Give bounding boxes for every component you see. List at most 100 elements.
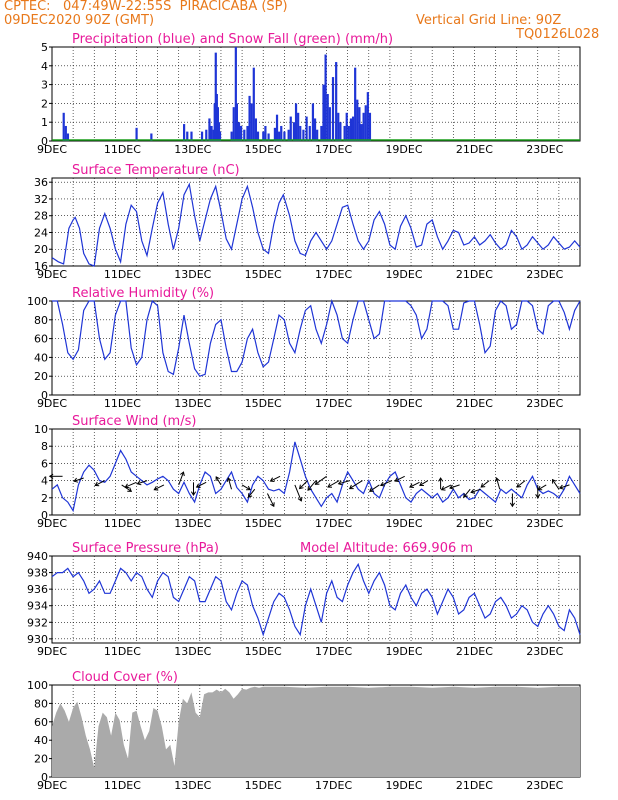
x-tick-label: 17DEC xyxy=(315,779,352,792)
x-tick-label: 23DEC xyxy=(526,397,563,410)
y-tick-label: 930 xyxy=(27,633,48,646)
precip-bar xyxy=(254,118,258,141)
x-tick-label: 15DEC xyxy=(245,397,282,410)
wind-vector xyxy=(463,488,471,498)
x-tick-label: 19DEC xyxy=(385,143,422,156)
wind-vector-head xyxy=(369,487,374,492)
x-tick-label: 23DEC xyxy=(526,268,563,281)
wind-vector xyxy=(154,484,165,491)
x-tick-label: 11DEC xyxy=(104,143,141,156)
wind-vector-head xyxy=(438,477,444,482)
precip-bar xyxy=(62,112,65,141)
wind-vector xyxy=(307,480,317,491)
wind-vector xyxy=(516,480,526,488)
x-tick-label: 11DEC xyxy=(104,397,141,410)
y-tick-label: 8 xyxy=(41,440,48,453)
x-tick-label: 9DEC xyxy=(37,397,67,410)
wind-vector-head xyxy=(337,480,343,486)
y-tick-label: 28 xyxy=(34,210,48,223)
panel-frame xyxy=(51,177,581,267)
wind-vector-head xyxy=(153,486,159,491)
precip-bar xyxy=(362,112,365,141)
wind-vector xyxy=(196,481,207,488)
x-tick-label: 15DEC xyxy=(245,779,282,792)
wind-vector-head xyxy=(195,483,201,488)
wind-vector-head xyxy=(297,496,303,502)
y-tick-label: 32 xyxy=(34,193,48,206)
precip-bar xyxy=(343,125,346,141)
precip-bar xyxy=(322,84,325,141)
y-tick-label: 60 xyxy=(34,716,48,729)
wind-vector xyxy=(299,480,308,489)
precip-bar xyxy=(183,124,186,141)
x-tick-label: 9DEC xyxy=(37,143,67,156)
precip-bar xyxy=(354,67,357,141)
panel-wind: 0 2 4 6 8 10 9DEC 11DEC 13DEC 15DEC 17DEC 19DEC 21DE… xyxy=(34,414,581,530)
y-tick-label: 100 xyxy=(27,679,48,692)
wind-vector-head xyxy=(226,477,232,482)
wind-vector xyxy=(73,477,84,482)
precip-bar xyxy=(368,112,372,141)
wind-line xyxy=(51,441,581,513)
y-tick-label: 4 xyxy=(41,475,48,488)
wind-vector xyxy=(552,479,560,490)
wind-vector-head xyxy=(298,484,304,490)
precip-bar xyxy=(280,125,283,141)
cloud-cover-area xyxy=(52,686,580,777)
x-tick-label: 21DEC xyxy=(456,517,493,530)
x-tick-label: 23DEC xyxy=(526,143,563,156)
x-tick-label: 17DEC xyxy=(315,397,352,410)
x-tick-label: 11DEC xyxy=(104,268,141,281)
precip-bar xyxy=(289,116,292,141)
x-tick-label: 15DEC xyxy=(245,645,282,658)
wind-vector-head xyxy=(494,477,500,482)
wind-vector-head xyxy=(247,493,253,498)
x-tick-label: 17DEC xyxy=(315,268,352,281)
precip-bar xyxy=(246,125,249,141)
precip-bar xyxy=(335,62,338,141)
precip-bar xyxy=(237,122,241,141)
wind-vector-head xyxy=(190,491,197,497)
wind-vector-head xyxy=(124,483,130,489)
y-tick-label: 940 xyxy=(27,550,48,563)
wind-vector xyxy=(270,475,281,482)
precip-bar xyxy=(256,131,260,141)
x-tick-label: 9DEC xyxy=(37,517,67,530)
precip-bar xyxy=(328,107,331,141)
x-tick-label: 21DEC xyxy=(456,397,493,410)
header-model-code: TQ0126L028 xyxy=(516,27,600,42)
wind-vector xyxy=(227,477,233,490)
wind-vector xyxy=(349,480,363,490)
header-source: CPTEC: 047:49W-22:55S PIRACICABA (SP) xyxy=(4,0,288,14)
precip-bar xyxy=(250,103,253,141)
x-tick-label: 15DEC xyxy=(245,143,282,156)
precip-bar xyxy=(347,125,350,141)
y-tick-label: 5 xyxy=(41,41,48,54)
wind-vector xyxy=(537,484,547,491)
x-tick-label: 21DEC xyxy=(456,268,493,281)
x-tick-label: 17DEC xyxy=(315,517,352,530)
panel-title: Surface Wind (m/s) xyxy=(72,414,196,429)
y-tick-label: 20 xyxy=(34,370,48,383)
y-tick-label: 4 xyxy=(41,60,48,73)
x-tick-label: 13DEC xyxy=(174,779,211,792)
y-tick-label: 2 xyxy=(41,492,48,505)
precip-bar xyxy=(360,124,363,141)
precip-bar xyxy=(305,116,308,141)
x-tick-label: 11DEC xyxy=(104,779,141,792)
panel-title: Surface Pressure (hPa) xyxy=(72,541,219,556)
precip-bar xyxy=(186,131,189,141)
wind-vector xyxy=(94,480,106,486)
x-tick-label: 19DEC xyxy=(385,268,422,281)
wind-vector-head xyxy=(409,483,414,488)
wind-vector xyxy=(327,480,340,488)
wind-vector-head xyxy=(94,481,100,487)
wind-vector-head xyxy=(509,502,516,508)
panel-annotation: Model Altitude: 669.906 m xyxy=(300,541,473,556)
precip-bar xyxy=(248,95,251,141)
wind-vector-head xyxy=(73,477,79,483)
wind-vector xyxy=(449,484,460,489)
wind-vector-head xyxy=(269,477,275,482)
precip-bar xyxy=(66,133,70,141)
